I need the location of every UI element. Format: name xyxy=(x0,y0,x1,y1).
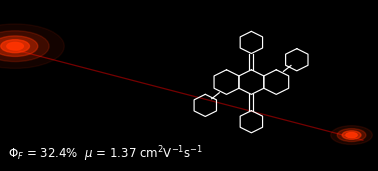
Circle shape xyxy=(331,126,372,144)
Circle shape xyxy=(0,31,49,62)
Circle shape xyxy=(0,24,64,68)
Circle shape xyxy=(337,129,366,142)
Text: $\Phi_F$ = 32.4%  $\mu$ = 1.37 cm$^2$V$^{-1}$s$^{-1}$: $\Phi_F$ = 32.4% $\mu$ = 1.37 cm$^2$V$^{… xyxy=(8,144,203,164)
Circle shape xyxy=(1,40,29,53)
Circle shape xyxy=(7,42,23,50)
Circle shape xyxy=(0,36,38,56)
Circle shape xyxy=(346,133,357,138)
Circle shape xyxy=(342,131,361,139)
